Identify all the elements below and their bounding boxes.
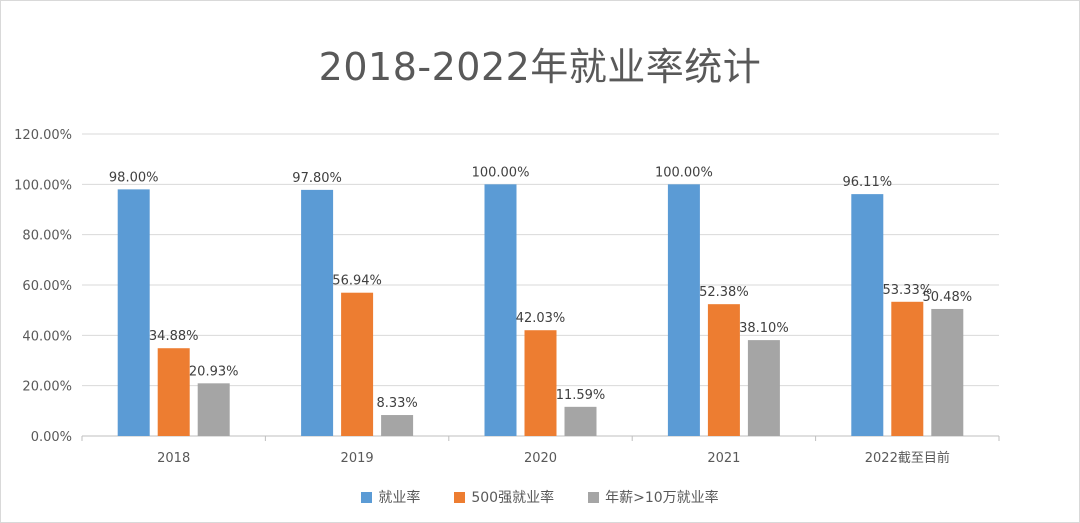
bar: [707, 304, 740, 436]
bar: [931, 308, 964, 436]
y-tick-label: 60.00%: [22, 279, 72, 294]
bar: [851, 194, 884, 436]
legend-swatch: [361, 491, 373, 503]
bar: [117, 189, 150, 436]
bar: [381, 415, 414, 436]
data-label: 52.38%: [699, 285, 749, 300]
data-label: 34.88%: [149, 329, 199, 344]
bar: [524, 330, 557, 436]
data-label: 42.03%: [516, 311, 566, 326]
data-label: 98.00%: [109, 170, 159, 185]
bar: [747, 340, 780, 436]
legend-item: 500强就业率: [454, 487, 554, 507]
x-tick-label: 2020: [524, 451, 557, 466]
legend-swatch: [454, 491, 466, 503]
y-tick-label: 120.00%: [14, 128, 72, 143]
legend-item: 就业率: [361, 487, 420, 507]
bar: [667, 184, 700, 436]
data-label: 97.80%: [292, 171, 342, 186]
data-label: 11.59%: [556, 388, 606, 403]
bar: [484, 184, 517, 436]
y-tick-label: 40.00%: [22, 329, 72, 344]
x-tick-label: 2019: [341, 451, 374, 466]
data-label: 100.00%: [655, 165, 713, 180]
legend-item: 年薪>10万就业率: [588, 487, 719, 507]
bar: [197, 383, 230, 436]
bar: [891, 301, 924, 436]
data-label: 38.10%: [739, 321, 789, 336]
bar: [564, 406, 597, 436]
data-label: 96.11%: [843, 175, 893, 190]
bar-chart: 0.00% 20.00% 40.00% 60.00% 80.00% 100.00% 120.…: [14, 128, 1000, 466]
chart-title: 2018-2022年就业率统计: [318, 45, 762, 89]
legend-swatch: [588, 491, 600, 503]
data-label: 20.93%: [189, 364, 239, 379]
data-label: 56.94%: [332, 274, 382, 289]
bar: [341, 292, 374, 436]
data-label: 8.33%: [376, 396, 417, 411]
y-tick-label: 80.00%: [22, 229, 72, 244]
data-label: 53.33%: [883, 283, 933, 298]
chart-legend: 就业率 500强就业率 年薪>10万就业率: [0, 487, 1080, 507]
data-label: 50.48%: [923, 290, 973, 305]
legend-label: 年薪>10万就业率: [605, 490, 719, 506]
x-tick-label: 2018: [157, 451, 190, 466]
y-tick-label: 20.00%: [22, 380, 72, 395]
bar: [301, 189, 334, 436]
y-tick-label: 100.00%: [14, 178, 72, 193]
bar: [157, 348, 190, 436]
data-label: 100.00%: [472, 165, 530, 180]
x-tick-label: 2022截至目前: [865, 450, 950, 466]
legend-label: 500强就业率: [471, 490, 555, 506]
y-tick-label: 0.00%: [31, 430, 72, 445]
x-tick-label: 2021: [707, 451, 740, 466]
legend-label: 就业率: [378, 490, 421, 506]
